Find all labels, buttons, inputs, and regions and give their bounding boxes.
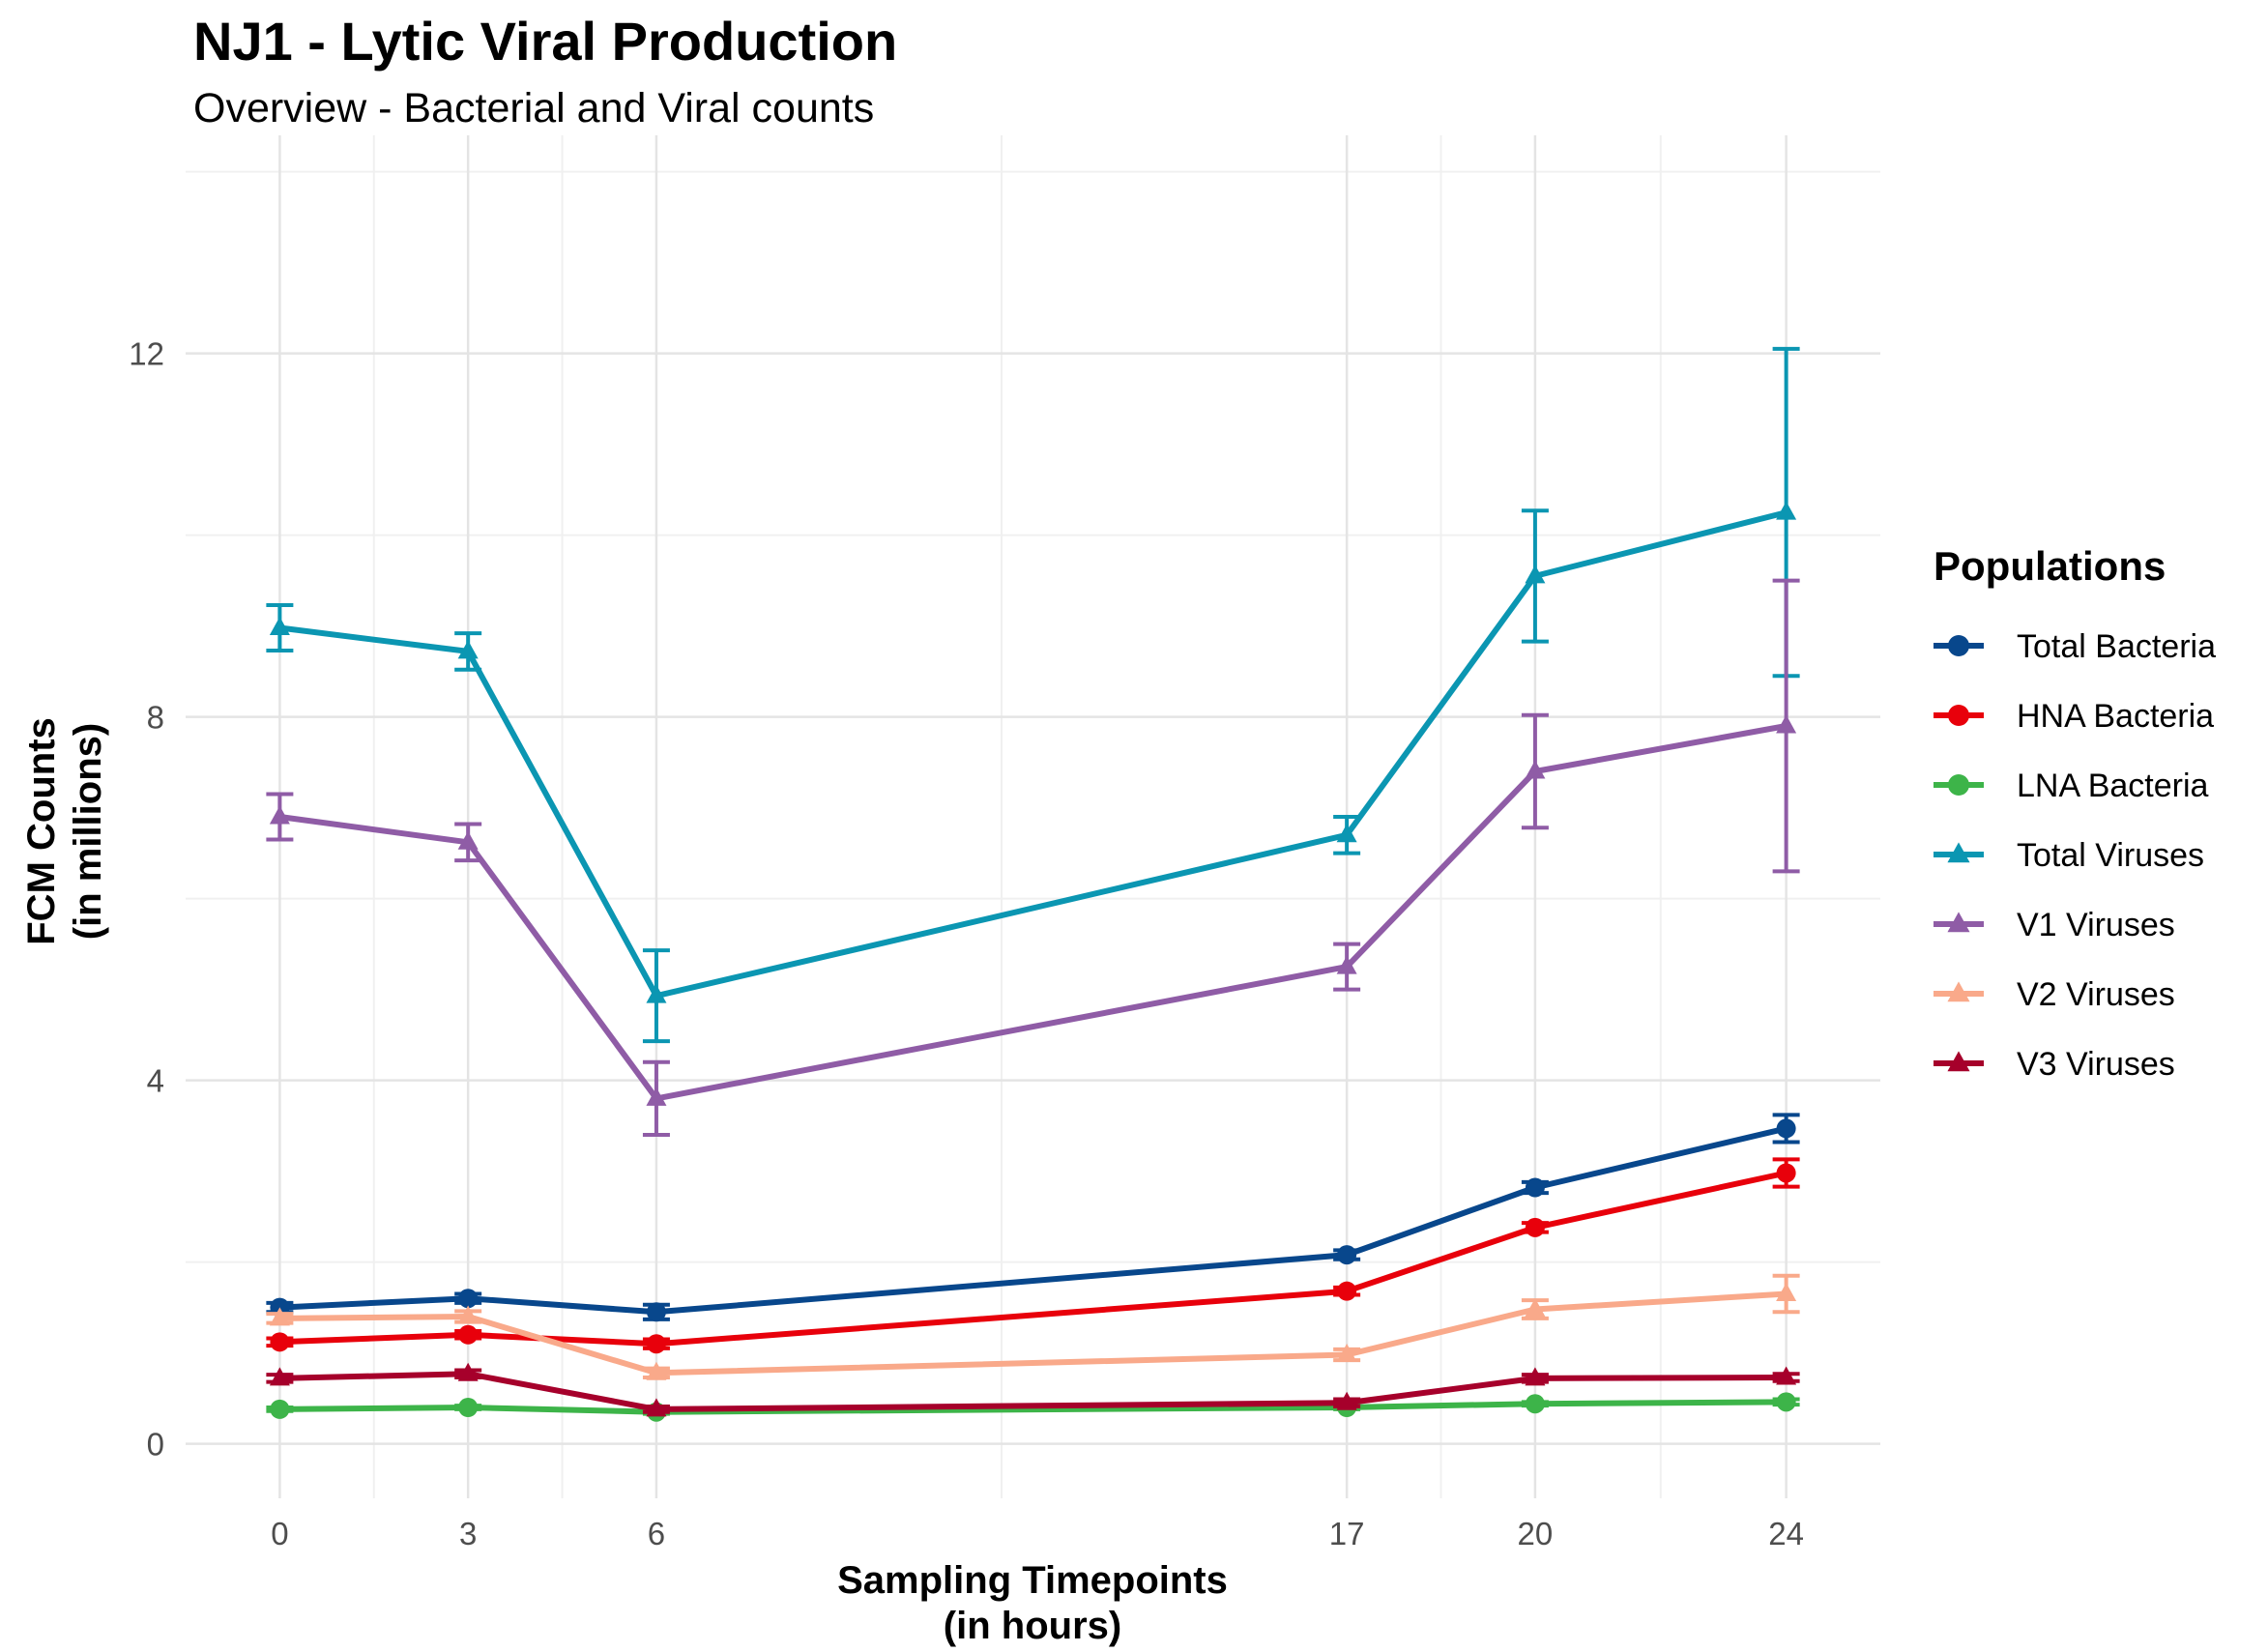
data-point bbox=[1525, 760, 1546, 779]
legend-label: HNA Bacteria bbox=[2017, 698, 2214, 735]
data-point bbox=[270, 1399, 290, 1419]
y-tick-label: 8 bbox=[147, 700, 164, 736]
data-point bbox=[1776, 1283, 1797, 1301]
series bbox=[266, 346, 1800, 1422]
chart-title: NJ1 - Lytic Viral Production bbox=[193, 11, 898, 72]
data-point bbox=[269, 616, 290, 635]
data-point bbox=[270, 1332, 290, 1352]
legend-label: LNA Bacteria bbox=[2017, 768, 2209, 804]
data-point bbox=[457, 640, 479, 659]
data-point bbox=[1336, 1343, 1357, 1362]
data-point bbox=[1948, 635, 1969, 656]
x-axis-title-line1: Sampling Timepoints bbox=[837, 1559, 1228, 1602]
data-point bbox=[458, 1324, 479, 1345]
x-tick-label: 0 bbox=[271, 1516, 288, 1551]
data-point bbox=[646, 1334, 666, 1354]
series-line bbox=[278, 723, 1788, 1102]
data-point bbox=[1525, 1297, 1546, 1317]
data-point bbox=[1948, 774, 1969, 796]
series-line bbox=[279, 509, 1788, 1000]
series-total-bacteria bbox=[266, 1113, 1800, 1322]
legend-item-v2-viruses: V2 Viruses bbox=[1934, 976, 2175, 1013]
data-point bbox=[646, 1361, 667, 1380]
series-line bbox=[279, 1399, 1787, 1415]
data-point bbox=[1776, 714, 1797, 734]
data-point bbox=[1336, 824, 1357, 843]
data-point bbox=[1336, 955, 1357, 974]
data-point bbox=[269, 1307, 290, 1326]
data-point bbox=[1776, 501, 1797, 520]
data-point bbox=[1337, 1281, 1357, 1301]
data-point bbox=[1525, 1394, 1545, 1414]
legend: Populations Total Bacteria HNA Bacteria LN… bbox=[1934, 543, 2216, 1083]
y-axis-title-line1: FCM Counts bbox=[20, 717, 63, 945]
data-point bbox=[457, 830, 479, 850]
series-v3-viruses bbox=[266, 1362, 1800, 1417]
x-tick-label: 24 bbox=[1768, 1516, 1804, 1551]
series-total-viruses bbox=[266, 346, 1800, 1044]
y-tick-label: 4 bbox=[147, 1063, 164, 1099]
series-line bbox=[279, 1290, 1787, 1377]
data-point bbox=[1776, 1366, 1797, 1385]
legend-item-lna-bacteria: LNA Bacteria bbox=[1934, 768, 2209, 804]
data-point bbox=[1525, 1217, 1545, 1237]
legend-item-total-bacteria: Total Bacteria bbox=[1934, 628, 2216, 665]
x-axis-ticks: 0 3 6 17 20 24 bbox=[271, 1516, 1804, 1551]
y-axis-title-line2: (in millions) bbox=[67, 723, 109, 940]
legend-item-hna-bacteria: HNA Bacteria bbox=[1934, 698, 2214, 735]
x-tick-label: 20 bbox=[1518, 1516, 1554, 1551]
data-point bbox=[646, 984, 667, 1003]
data-point bbox=[646, 1302, 666, 1322]
legend-items: Total Bacteria HNA Bacteria LNA Bacteria To… bbox=[1934, 628, 2216, 1083]
data-point bbox=[1776, 1392, 1796, 1412]
data-point bbox=[269, 805, 290, 825]
series-v1-viruses bbox=[266, 578, 1800, 1137]
data-point bbox=[458, 1398, 479, 1417]
y-tick-label: 12 bbox=[129, 336, 164, 372]
data-point bbox=[1947, 981, 1970, 1002]
data-point bbox=[1336, 1391, 1357, 1410]
data-point bbox=[269, 1367, 290, 1386]
data-point bbox=[1947, 1051, 1970, 1072]
gridlines bbox=[186, 135, 1880, 1498]
series-hna-bacteria bbox=[266, 1157, 1800, 1354]
data-point bbox=[1948, 705, 1969, 726]
legend-label: Total Bacteria bbox=[2017, 628, 2216, 665]
series-v2-viruses bbox=[266, 1273, 1800, 1380]
x-tick-label: 3 bbox=[459, 1516, 477, 1551]
data-point bbox=[1776, 1118, 1796, 1139]
data-point bbox=[458, 1289, 479, 1309]
data-point bbox=[1525, 1177, 1545, 1198]
chart-subtitle: Overview - Bacterial and Viral counts bbox=[193, 85, 875, 131]
x-tick-label: 17 bbox=[1329, 1516, 1365, 1551]
data-point bbox=[1776, 1163, 1796, 1183]
data-point bbox=[1337, 1245, 1357, 1265]
series-line bbox=[279, 1371, 1787, 1412]
data-point bbox=[1525, 565, 1546, 584]
series-line bbox=[279, 1170, 1788, 1348]
legend-title: Populations bbox=[1934, 543, 2166, 589]
data-point bbox=[1525, 1367, 1546, 1386]
y-axis-ticks: 0 4 8 12 bbox=[129, 336, 164, 1463]
y-tick-label: 0 bbox=[147, 1427, 164, 1463]
x-axis-title-line2: (in hours) bbox=[944, 1605, 1121, 1647]
data-point bbox=[457, 1305, 479, 1324]
legend-label: Total Viruses bbox=[2017, 837, 2204, 874]
legend-label: V2 Viruses bbox=[2017, 976, 2175, 1013]
series-line bbox=[279, 1125, 1788, 1316]
legend-item-v3-viruses: V3 Viruses bbox=[1934, 1046, 2175, 1083]
legend-label: V1 Viruses bbox=[2017, 907, 2175, 943]
data-point bbox=[1947, 912, 1970, 933]
x-tick-label: 6 bbox=[648, 1516, 665, 1551]
data-point bbox=[646, 1087, 667, 1106]
legend-item-v1-viruses: V1 Viruses bbox=[1934, 907, 2175, 943]
data-point bbox=[646, 1398, 667, 1417]
data-point bbox=[1947, 842, 1970, 863]
data-point bbox=[457, 1362, 479, 1381]
legend-item-total-viruses: Total Viruses bbox=[1934, 837, 2204, 874]
legend-label: V3 Viruses bbox=[2017, 1046, 2175, 1083]
